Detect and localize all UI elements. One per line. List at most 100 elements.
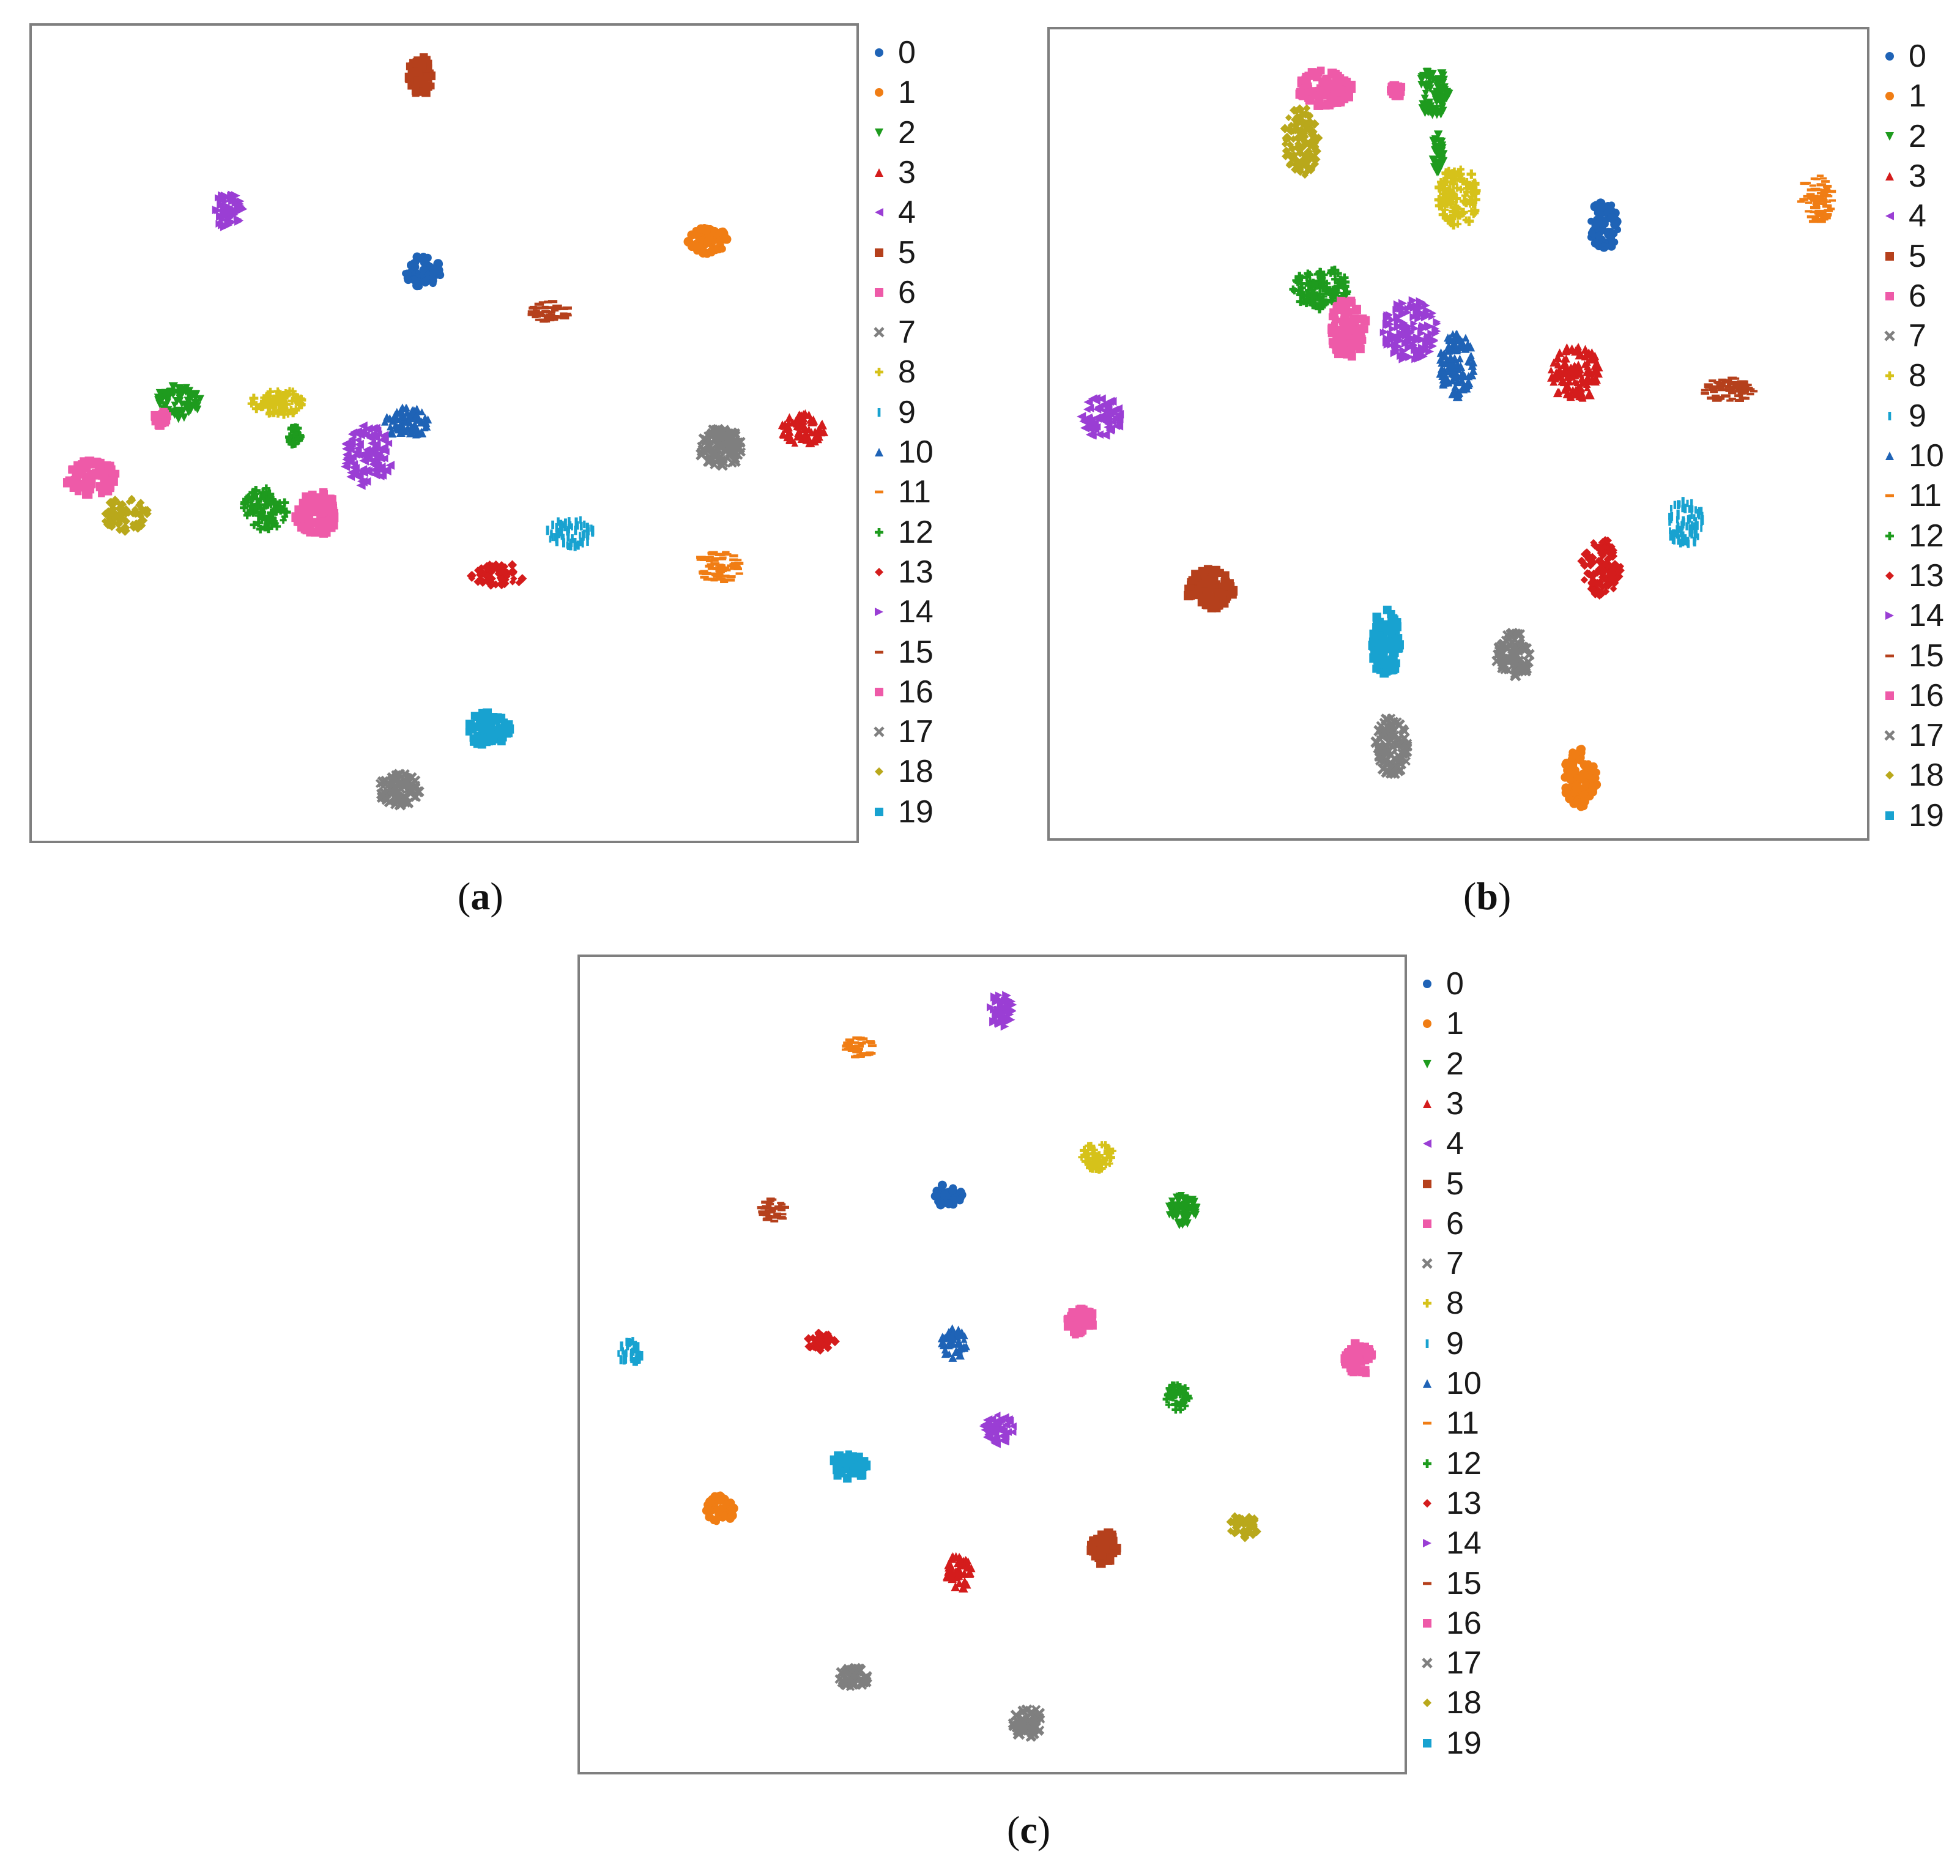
cluster-15: [527, 300, 572, 323]
point: [378, 436, 387, 444]
point: [713, 1518, 720, 1525]
point: [1448, 388, 1458, 398]
point: [1188, 576, 1197, 585]
point: [541, 315, 549, 318]
point: [1375, 756, 1384, 766]
point: [295, 432, 305, 442]
point: [404, 773, 413, 782]
point: [414, 56, 421, 64]
point: [1592, 215, 1603, 226]
legend-marker: [1885, 371, 1894, 381]
point: [1106, 1153, 1115, 1162]
legend-marker: [875, 767, 883, 776]
legend-label: 13: [1909, 557, 1944, 594]
point: [1814, 209, 1824, 214]
caption-a: (a): [458, 874, 503, 918]
point: [1086, 1546, 1096, 1555]
point: [1390, 349, 1398, 357]
point: [1178, 1192, 1185, 1199]
point: [696, 558, 704, 561]
point: [1582, 367, 1592, 376]
point: [1566, 378, 1574, 385]
point: [1588, 782, 1598, 792]
point: [417, 427, 426, 437]
point: [363, 466, 373, 477]
point: [705, 236, 713, 245]
point: [1347, 346, 1356, 355]
point: [374, 426, 382, 434]
point: [566, 542, 570, 550]
legend-item-17: 17: [869, 712, 934, 751]
point: [995, 991, 1003, 999]
point: [822, 1330, 831, 1340]
point: [1083, 1157, 1092, 1166]
point: [1378, 742, 1387, 751]
point: [193, 405, 202, 414]
point: [810, 1344, 818, 1352]
point: [1696, 521, 1699, 530]
point: [1691, 505, 1694, 513]
point: [351, 470, 358, 478]
point: [773, 1207, 781, 1210]
point: [1701, 392, 1709, 395]
point: [1816, 183, 1827, 187]
point: [1695, 517, 1698, 525]
point: [716, 564, 724, 567]
point: [1409, 340, 1417, 349]
point: [1342, 287, 1351, 296]
point: [715, 452, 725, 461]
point: [403, 797, 414, 809]
point: [1452, 392, 1462, 401]
point: [1322, 298, 1331, 307]
point: [1162, 1394, 1171, 1404]
point: [1438, 95, 1448, 106]
point: [478, 709, 488, 719]
point: [1672, 529, 1675, 538]
point: [560, 533, 563, 540]
point: [1505, 629, 1515, 639]
point: [270, 507, 278, 515]
point: [237, 204, 246, 213]
point: [1372, 664, 1381, 673]
point: [371, 433, 380, 442]
point: [544, 306, 553, 309]
point: [1174, 1388, 1182, 1396]
point: [1581, 344, 1590, 354]
point: [159, 411, 166, 419]
legend-label: 10: [1446, 1366, 1482, 1401]
legend-marker: [875, 248, 883, 257]
point: [1307, 291, 1317, 300]
point: [247, 507, 254, 514]
point: [1417, 337, 1425, 344]
point: [1249, 1530, 1258, 1539]
legend-item-4: 4: [1417, 1124, 1464, 1163]
point: [1305, 270, 1314, 279]
point: [1179, 1210, 1188, 1219]
point: [1083, 1312, 1092, 1321]
legend-item-11: 11: [1879, 476, 1942, 515]
point: [247, 501, 257, 511]
point: [1687, 515, 1690, 524]
point: [1179, 1398, 1188, 1407]
point: [491, 730, 499, 738]
legend-marker: [1885, 52, 1894, 61]
point: [264, 512, 274, 522]
point: [1072, 1331, 1079, 1339]
point: [1328, 298, 1335, 305]
point: [629, 1352, 633, 1361]
point: [179, 385, 187, 393]
point: [240, 503, 249, 512]
point: [1381, 765, 1392, 776]
cluster-17: [375, 769, 425, 811]
point: [1412, 301, 1420, 310]
point: [488, 562, 497, 571]
point: [116, 515, 125, 525]
point: [1281, 140, 1289, 148]
point: [1291, 287, 1299, 295]
point: [1304, 286, 1313, 294]
point: [1429, 136, 1437, 144]
point: [1797, 200, 1805, 203]
point: [1094, 1164, 1104, 1174]
point: [1369, 653, 1379, 663]
legend-marker: [1423, 1379, 1431, 1388]
